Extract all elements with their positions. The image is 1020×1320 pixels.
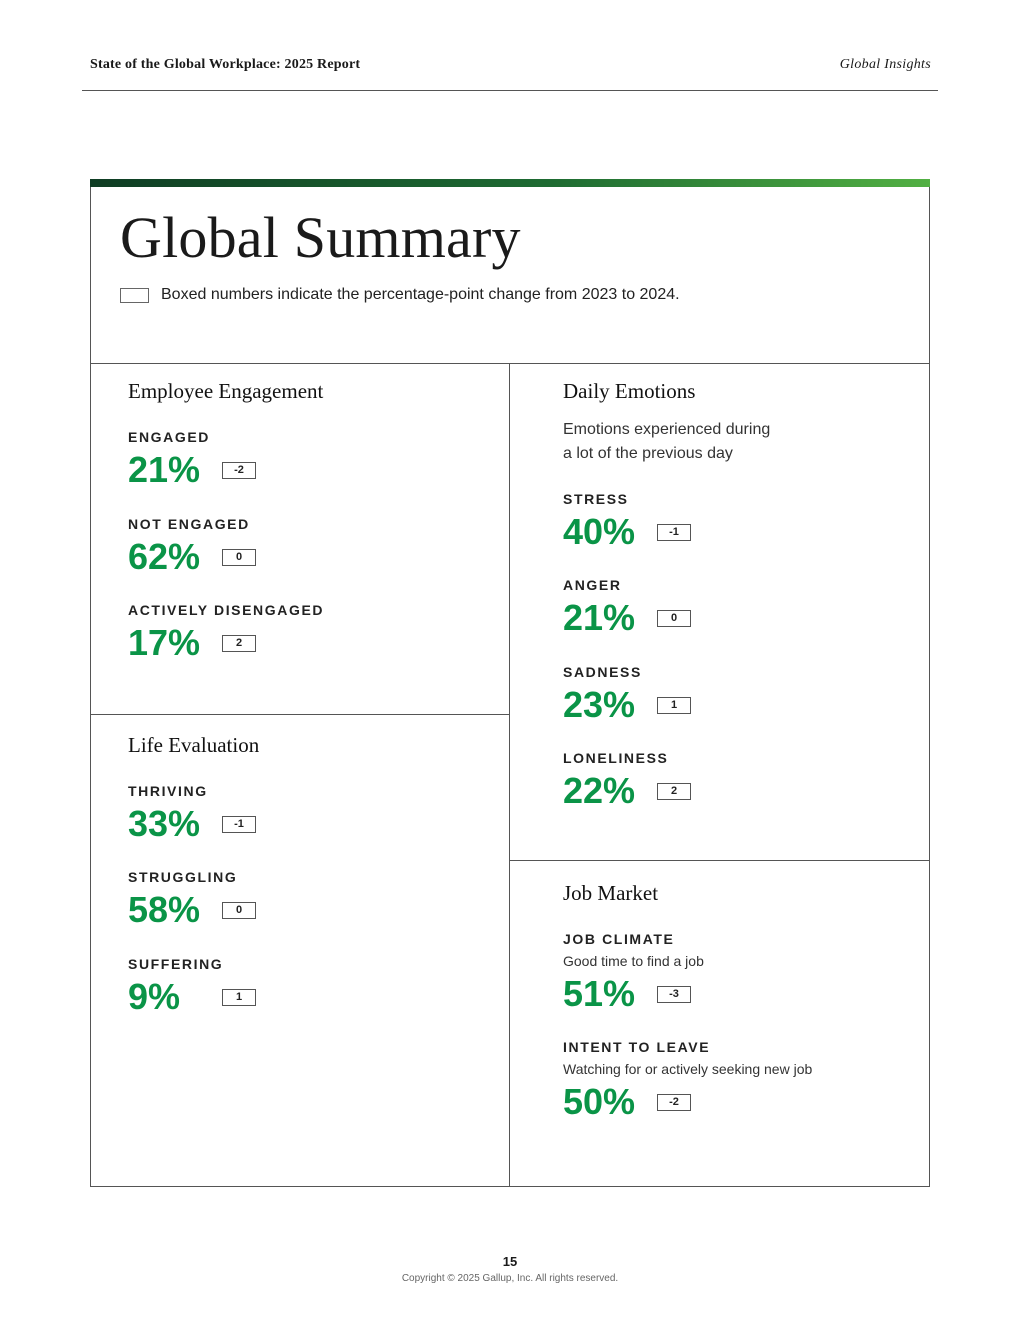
section-name: Global Insights (839, 57, 931, 72)
metric-label: ACTIVELY DISENGAGED (128, 602, 325, 618)
metric-label: INTENT TO LEAVE (563, 1039, 711, 1055)
change-badge: 2 (222, 635, 256, 652)
page-number: 15 (502, 1254, 518, 1269)
metric-label: NOT ENGAGED (128, 516, 250, 532)
section-title-life-evaluation: Life Evaluation (128, 733, 260, 757)
change-badge: -1 (657, 524, 691, 541)
section-title-job-market: Job Market (563, 881, 659, 905)
accent-gradient-bar (90, 179, 930, 187)
grid-divider (90, 714, 510, 715)
change-badge: 2 (657, 783, 691, 800)
metric-value: 58% (128, 889, 201, 930)
metric-loneliness: LONELINESS 22% 2 (563, 750, 893, 820)
metric-label: JOB CLIMATE (563, 931, 675, 947)
legend-text: Boxed numbers indicate the percentage-po… (161, 286, 680, 303)
metric-thriving: THRIVING 33% -1 (128, 783, 458, 853)
grid-divider (509, 363, 510, 1187)
section-title-daily-emotions: Daily Emotions (563, 379, 696, 403)
metric-suffering: SUFFERING 9% 1 (128, 956, 458, 1026)
copyright-notice: Copyright © 2025 Gallup, Inc. All rights… (401, 1273, 619, 1284)
metric-note: Watching for or actively seeking new job (563, 1061, 813, 1077)
metric-struggling: STRUGGLING 58% 0 (128, 869, 458, 939)
metric-value: 9% (128, 976, 181, 1017)
change-badge: -2 (222, 462, 256, 479)
metric-value: 40% (563, 511, 636, 552)
metric-value: 33% (128, 803, 201, 844)
metric-label: SUFFERING (128, 956, 224, 972)
summary-panel (90, 179, 930, 1187)
section-title-employee-engagement: Employee Engagement (128, 379, 324, 403)
metric-value: 21% (128, 449, 201, 490)
metric-engaged: ENGAGED 21% -2 (128, 429, 458, 499)
metric-value: 23% (563, 684, 636, 725)
metric-value: 22% (563, 770, 636, 811)
change-badge: 1 (222, 989, 256, 1006)
metric-value: 17% (128, 622, 201, 663)
grid-divider (90, 363, 930, 364)
change-badge: 1 (657, 697, 691, 714)
section-subtitle: Emotions experienced during a lot of the… (563, 418, 770, 466)
metric-value: 50% (563, 1081, 636, 1122)
change-badge: -1 (222, 816, 256, 833)
change-badge: 0 (222, 549, 256, 566)
metric-job-climate: JOB CLIMATE Good time to find a job 51% … (563, 931, 903, 1021)
metric-note: Good time to find a job (563, 953, 704, 969)
header-divider (82, 90, 938, 91)
metric-stress: STRESS 40% -1 (563, 491, 893, 561)
change-badge: 0 (222, 902, 256, 919)
metric-label: STRUGGLING (128, 869, 238, 885)
legend-box-icon (120, 288, 149, 303)
grid-divider (509, 860, 930, 861)
metric-label: STRESS (563, 491, 629, 507)
metric-sadness: SADNESS 23% 1 (563, 664, 893, 734)
metric-value: 51% (563, 973, 636, 1014)
metric-label: LONELINESS (563, 750, 669, 766)
metric-label: ANGER (563, 577, 622, 593)
change-badge: -3 (657, 986, 691, 1003)
metric-actively-disengaged: ACTIVELY DISENGAGED 17% 2 (128, 602, 458, 672)
metric-anger: ANGER 21% 0 (563, 577, 893, 647)
report-title: State of the Global Workplace: 2025 Repo… (90, 57, 361, 72)
metric-label: ENGAGED (128, 429, 210, 445)
page-title: Global Summary (120, 205, 521, 270)
metric-not-engaged: NOT ENGAGED 62% 0 (128, 516, 458, 586)
metric-value: 21% (563, 597, 636, 638)
change-badge: 0 (657, 610, 691, 627)
metric-value: 62% (128, 536, 201, 577)
metric-intent-to-leave: INTENT TO LEAVE Watching for or actively… (563, 1039, 903, 1129)
change-badge: -2 (657, 1094, 691, 1111)
subtitle-line: a lot of the previous day (563, 445, 733, 462)
metric-label: THRIVING (128, 783, 208, 799)
metric-label: SADNESS (563, 664, 642, 680)
subtitle-line: Emotions experienced during (563, 421, 771, 438)
